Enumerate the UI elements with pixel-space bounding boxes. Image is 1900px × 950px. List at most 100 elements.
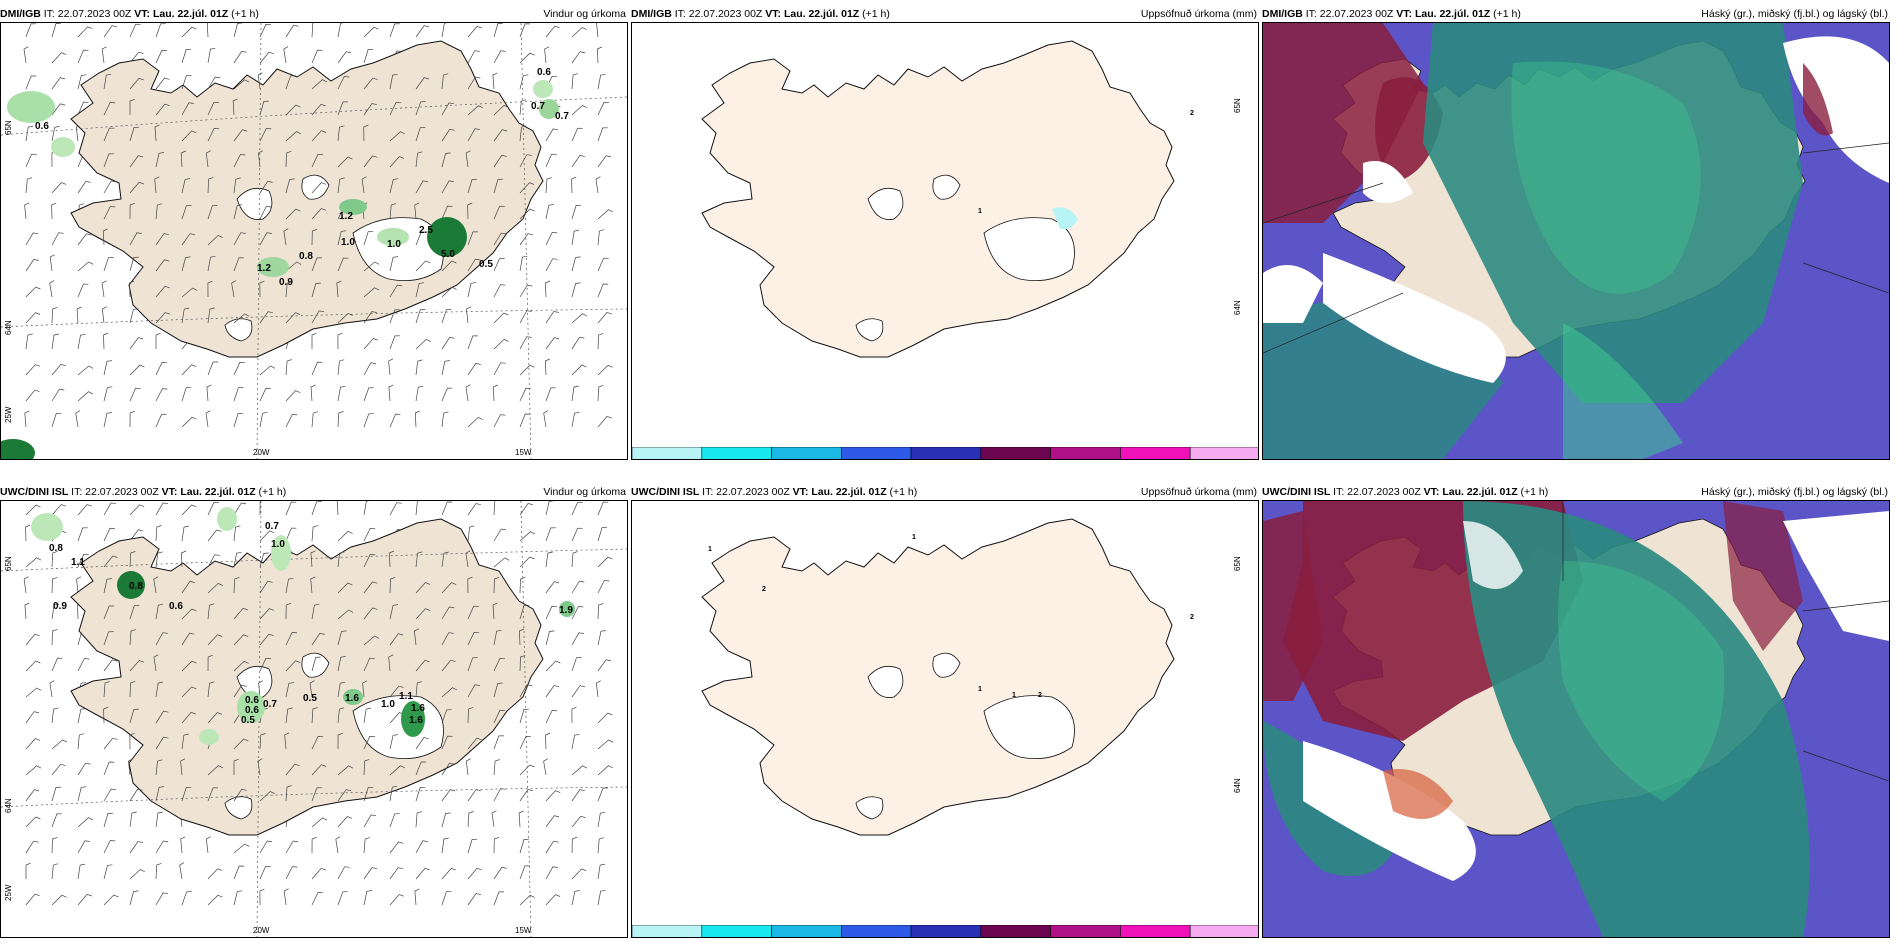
wind-barb [155, 632, 168, 646]
wind-barb [258, 150, 263, 168]
wind-barb [311, 49, 323, 64]
wind-barb [129, 869, 145, 880]
wind-barb [103, 25, 118, 38]
value-label: 1.6 [411, 703, 425, 714]
wind-barb [337, 51, 352, 64]
wind-barb [207, 128, 220, 142]
wind-barb [337, 23, 344, 38]
accum-precip-map[interactable]: 2 1 65N 64N 1 10 25 50 75 100 150 200 40… [631, 22, 1259, 460]
wind-barb [285, 24, 299, 38]
value-label: 1.0 [387, 239, 401, 250]
legend-swatch [701, 925, 772, 937]
wind-barb [493, 557, 510, 568]
wind-barb [207, 529, 222, 542]
wind-barb [259, 552, 269, 568]
wind-barb [415, 737, 429, 750]
wind-barb [545, 660, 561, 672]
wind-barb [545, 685, 559, 698]
wind-barb [233, 50, 247, 64]
wind-barb [337, 891, 348, 906]
wind-barb [155, 892, 169, 906]
wind-barb [519, 628, 525, 646]
wind-barb [285, 131, 302, 142]
wind-barb [493, 178, 503, 194]
wind-barb [337, 582, 353, 594]
wind-barb [415, 867, 430, 880]
wind-barb [519, 336, 532, 350]
wind-barb [23, 576, 29, 594]
wind-barb [103, 659, 118, 672]
valid-prefix: VT: [765, 8, 782, 20]
wind-barb [25, 23, 36, 38]
wind-barb [103, 412, 112, 428]
wind-barb [181, 786, 192, 802]
wind-barb [51, 232, 64, 246]
wind-barb [519, 154, 532, 168]
wind-barb [259, 51, 274, 64]
valid-time: Lau. 22.júl. 01Z [1414, 8, 1491, 20]
wind-barb [259, 232, 272, 246]
wind-barb [181, 26, 197, 38]
legend-bar [632, 925, 1258, 937]
wind-barb [337, 359, 345, 376]
wind-barb [389, 131, 406, 142]
wind-barb [311, 23, 314, 38]
wind-barb [285, 660, 301, 672]
wind-barb [77, 233, 92, 246]
lead-time: (+1 h) [1520, 486, 1549, 498]
legend-swatch [980, 925, 1051, 937]
wind-barb [337, 312, 353, 324]
init-time: IT: 22.07.2023 00Z [1305, 8, 1394, 20]
wind-precip-map[interactable]: 0.8 1.1 0.8 0.9 0.6 0.7 1.0 0.6 0.5 0.7 … [0, 500, 628, 938]
wind-barb [284, 732, 290, 750]
wind-barb [259, 501, 262, 516]
wind-barb [415, 151, 423, 168]
wind-barb [76, 576, 82, 594]
wind-barb [415, 501, 419, 516]
wind-barb [103, 761, 115, 776]
wind-barb [155, 49, 167, 64]
axis-ticks: 20W 15W 65N 64N 25W [4, 120, 532, 457]
wind-barb [467, 76, 481, 90]
wind-barb [181, 102, 194, 116]
wind-barb [233, 23, 243, 38]
wind-barb [415, 180, 428, 194]
wind-barb [467, 632, 480, 646]
wind-barb [467, 525, 475, 542]
accum-precip-map[interactable]: 1 1 2 1 1 2 2 65N 64N 1 10 25 50 75 100 … [631, 500, 1259, 938]
wind-barb [103, 894, 119, 906]
wind-barb [311, 411, 319, 428]
wind-barb [545, 894, 561, 906]
wind-barb [337, 630, 347, 646]
wind-barb [77, 733, 85, 750]
wind-barb [51, 577, 58, 594]
legend-swatch [632, 925, 703, 937]
wind-barb [389, 841, 404, 854]
wind-barb [571, 551, 578, 568]
panel-uwc-clouds: UWC/DINI ISL IT: 22.07.2023 00Z VT: Lau.… [1262, 478, 1890, 938]
wind-barb [311, 103, 326, 116]
wind-barb [337, 230, 347, 246]
wind-barb [493, 866, 507, 880]
svg-text:64N: 64N [4, 798, 13, 813]
wind-barb [181, 256, 191, 272]
svg-text:65N: 65N [4, 120, 13, 135]
svg-text:65N: 65N [1233, 98, 1242, 113]
wind-barb [597, 837, 605, 854]
cloud-cover-map[interactable] [1262, 500, 1890, 938]
wind-barb [23, 46, 29, 64]
wind-precip-map[interactable]: 0.6 0.6 0.7 0.7 1.2 1.0 0.8 1.0 0.9 1.2 … [0, 22, 628, 460]
wind-barb [337, 765, 354, 776]
wind-barb [311, 764, 327, 776]
wind-barb [414, 628, 419, 646]
wind-barb [233, 551, 242, 568]
wind-barb [77, 863, 86, 880]
wind-barb [129, 280, 135, 298]
wind-barb [519, 604, 530, 620]
wind-barb [311, 525, 318, 542]
cloud-cover-map[interactable] [1262, 22, 1890, 460]
valid-prefix: VT: [1423, 486, 1440, 498]
wind-barb [571, 815, 586, 828]
wind-barb [519, 125, 527, 142]
value-label: 0.8 [299, 251, 313, 262]
